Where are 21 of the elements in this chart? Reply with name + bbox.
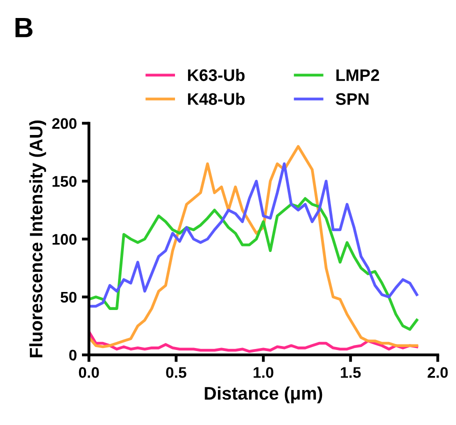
y-tick-label: 0 (69, 350, 76, 361)
y-tick-label: 150 (52, 176, 76, 187)
line-series (88, 145, 418, 348)
legend-label: K63-Ub (188, 68, 245, 82)
x-tick-label: 0.5 (166, 367, 186, 378)
chart-title: B (16, 18, 32, 38)
x-axis-title: Distance (μm) (204, 386, 322, 404)
legend-label: SPN (336, 93, 368, 105)
line-series (88, 162, 418, 308)
y-axis-title: Fluorescence Intensity (AU) (29, 120, 46, 358)
x-tick-label: 2.0 (428, 367, 448, 378)
legend-label: K48-Ub (188, 92, 245, 105)
y-tick-label: 50 (60, 292, 76, 303)
y-tick-label: 200 (52, 118, 76, 129)
x-tick-label: 1.0 (254, 367, 274, 378)
x-tick-label: 0.0 (78, 367, 99, 378)
x-tick-label: 1.5 (340, 367, 361, 378)
legend-label: LMP2 (336, 69, 380, 81)
line-series (88, 330, 418, 353)
line-series (88, 197, 418, 331)
y-tick-label: 100 (52, 234, 76, 245)
